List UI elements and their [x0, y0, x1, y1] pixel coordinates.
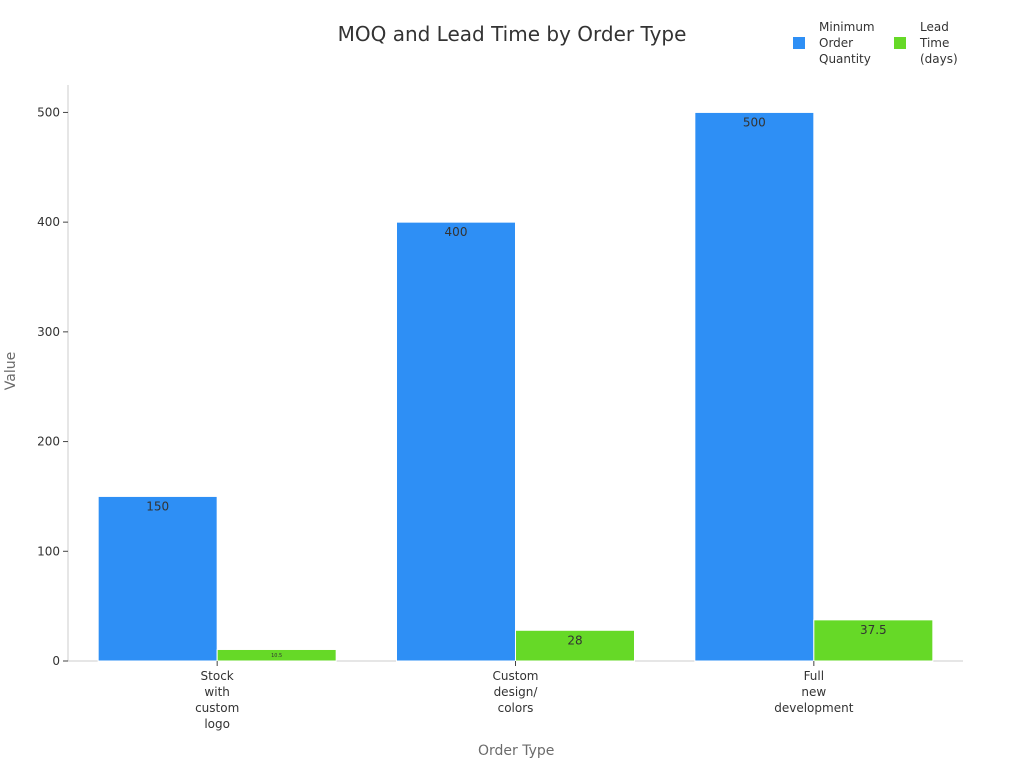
bar-lead-time	[216, 648, 337, 662]
legend-label-lead-time: Lead Time (days)	[920, 20, 958, 66]
x-tick-label: Custom design/colors	[493, 669, 539, 715]
bar-moq	[97, 495, 218, 662]
y-tick-label: 300	[37, 325, 60, 339]
bar-moq	[396, 221, 516, 662]
data-label: 400	[445, 225, 468, 239]
legend-swatch-moq	[793, 37, 805, 49]
bar-lead-time	[515, 629, 635, 662]
y-tick-label: 100	[37, 544, 60, 558]
data-label: 500	[743, 115, 766, 129]
y-tick-label: 200	[37, 435, 60, 449]
data-label: 28	[567, 633, 582, 647]
bar-moq	[694, 111, 815, 662]
x-tick-label: Full new development	[774, 669, 853, 715]
legend-swatch-lead-time	[894, 37, 906, 49]
legend-label-moq: Minimum Order Quantity	[819, 20, 875, 66]
data-label: 150	[146, 499, 169, 513]
y-tick-label: 0	[52, 654, 60, 668]
y-tick-label: 400	[37, 215, 60, 229]
x-tick-label: Stock with custom logo	[195, 669, 239, 731]
y-axis-title: Value	[3, 351, 20, 391]
x-axis-title: Order Type	[478, 743, 555, 759]
chart-title: MOQ and Lead Time by Order Type	[337, 22, 687, 46]
bar-lead-time	[813, 619, 934, 662]
y-tick-label: 500	[37, 105, 60, 119]
data-label: 37.5	[860, 623, 887, 637]
data-label: 10.5	[271, 653, 282, 659]
